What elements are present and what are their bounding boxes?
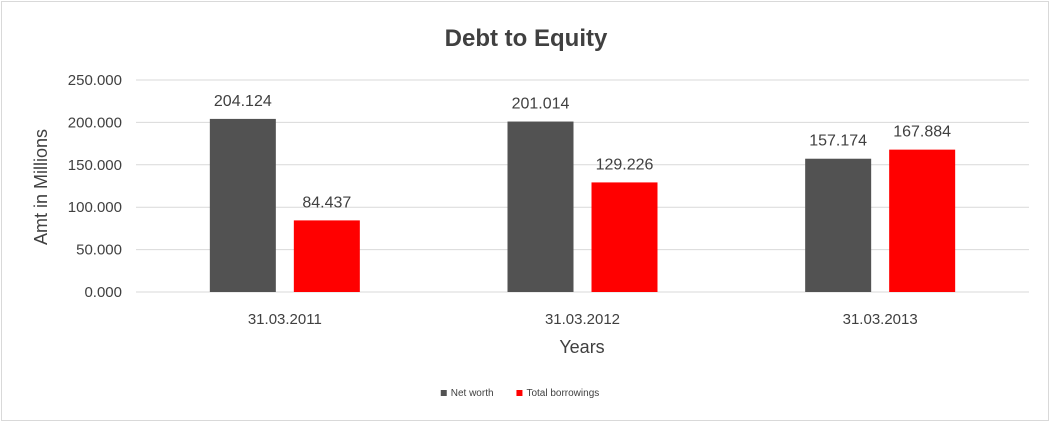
data-label: 157.174 — [809, 133, 867, 150]
bar-total-borrowings — [591, 182, 658, 292]
legend-label: Total borrowings — [526, 388, 599, 399]
data-label: 129.226 — [596, 156, 654, 173]
y-tick-label: 250.000 — [68, 72, 122, 89]
bar-net-worth — [805, 158, 872, 292]
data-label: 167.884 — [893, 124, 951, 141]
x-tick-label: 31.03.2013 — [843, 311, 918, 328]
data-labels: 204.124 84.437 201.014 129.226 157.174 167.88… — [214, 93, 951, 211]
y-tick-label: 200.000 — [68, 114, 122, 131]
data-label: 204.124 — [214, 93, 272, 110]
legend-swatch — [440, 390, 447, 396]
y-tick-label: 0.000 — [84, 284, 122, 301]
y-tick-label: 150.000 — [68, 157, 122, 174]
chart-title: Debt to Equity — [445, 25, 608, 52]
gridlines — [136, 79, 1029, 293]
y-tick-label: 100.000 — [68, 199, 122, 216]
x-tick-label: 31.03.2011 — [248, 311, 322, 328]
bar-total-borrowings — [293, 220, 360, 292]
bar-net-worth — [507, 121, 574, 292]
y-axis-title: Amt in Millions — [31, 129, 51, 245]
data-label: 201.014 — [512, 96, 570, 113]
x-tick-label: 31.03.2012 — [545, 311, 620, 328]
legend-swatch — [516, 390, 523, 396]
data-label: 84.437 — [302, 194, 351, 211]
bar-net-worth — [209, 118, 276, 292]
legend: Net worth Total borrowings — [440, 388, 599, 399]
legend-label: Net worth — [451, 388, 494, 399]
y-tick-label: 50.000 — [76, 242, 122, 259]
x-axis-title: Years — [559, 337, 604, 357]
bars — [209, 118, 956, 292]
y-axis-ticks: 0.000 50.000 100.000 150.000 200.000 250.000 — [68, 72, 122, 301]
bar-total-borrowings — [889, 149, 956, 292]
x-axis-ticks: 31.03.2011 31.03.2012 31.03.2013 — [248, 311, 918, 328]
